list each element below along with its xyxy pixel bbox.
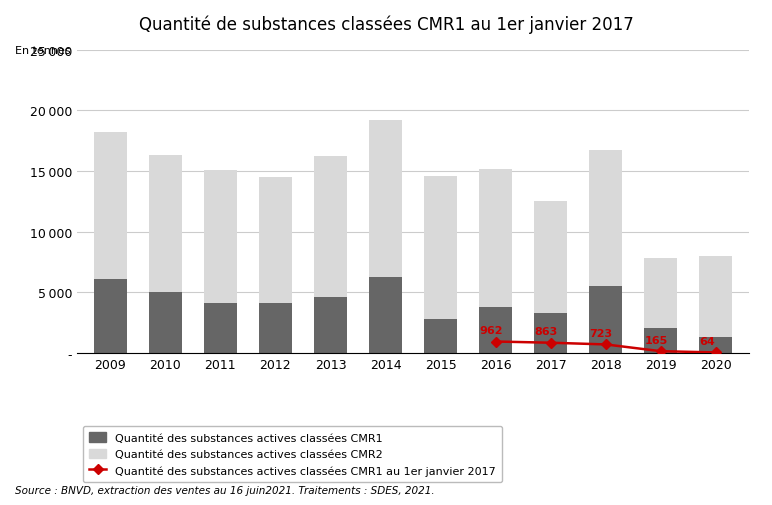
Bar	[369, 121, 402, 277]
Bar	[204, 171, 237, 304]
Bar	[204, 304, 237, 354]
Text: Quantité de substances classées CMR1 au 1er janvier 2017: Quantité de substances classées CMR1 au …	[139, 15, 633, 34]
Bar	[699, 257, 733, 338]
Bar	[149, 293, 181, 354]
Bar	[424, 320, 457, 354]
Bar	[699, 338, 733, 354]
Bar	[479, 169, 512, 308]
Text: 863: 863	[534, 327, 557, 336]
Text: 165: 165	[645, 335, 668, 345]
Bar	[589, 150, 622, 286]
Bar	[645, 328, 677, 353]
Bar	[589, 286, 622, 354]
Bar	[369, 277, 402, 353]
Bar	[479, 308, 512, 354]
Bar	[534, 201, 567, 313]
Text: 723: 723	[589, 328, 612, 338]
Bar	[314, 298, 347, 354]
Legend: Quantité des substances actives classées CMR1, Quantité des substances actives c: Quantité des substances actives classées…	[83, 426, 503, 482]
Bar	[259, 304, 292, 354]
Text: 962: 962	[479, 325, 503, 335]
Text: En tonnes: En tonnes	[15, 45, 71, 56]
Bar	[424, 177, 457, 320]
Bar	[259, 178, 292, 304]
Bar	[314, 157, 347, 298]
Bar	[645, 259, 677, 328]
Bar	[93, 280, 127, 354]
Bar	[534, 313, 567, 354]
Bar	[93, 133, 127, 280]
Text: Source : BNVD, extraction des ventes au 16 juin2021. Traitements : SDES, 2021.: Source : BNVD, extraction des ventes au …	[15, 485, 435, 495]
Bar	[149, 156, 181, 293]
Text: 64: 64	[699, 336, 715, 346]
